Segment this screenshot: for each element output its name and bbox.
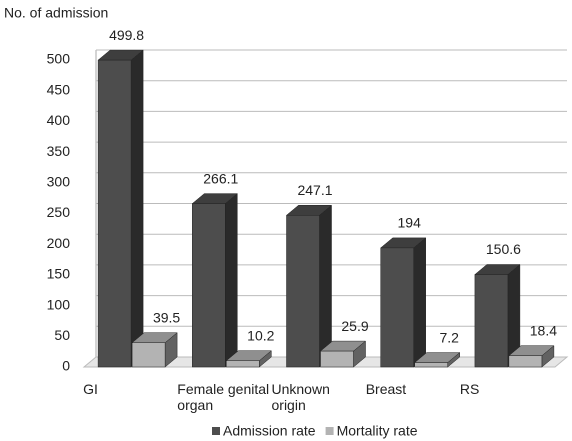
value-label: 10.2 <box>247 327 274 343</box>
value-label: 7.2 <box>439 329 459 345</box>
bar <box>380 247 414 368</box>
value-label: 39.5 <box>153 309 180 325</box>
bar <box>192 203 226 368</box>
y-tick-label: 0 <box>62 358 70 374</box>
y-tick-label: 350 <box>47 143 71 159</box>
bar-side <box>130 49 144 368</box>
legend-swatch <box>212 427 220 435</box>
x-tick-label: Female genital organ <box>177 381 270 413</box>
y-axis-label: No. of admission <box>4 5 108 21</box>
y-tick-label: 50 <box>54 327 70 343</box>
y-tick-label: 300 <box>47 174 71 190</box>
legend-label: Mortality rate <box>337 423 418 439</box>
legend-swatch <box>325 427 334 435</box>
value-label: 266.1 <box>203 170 238 186</box>
bar <box>97 59 132 368</box>
y-tick-label: 250 <box>47 204 71 220</box>
y-tick-label: 400 <box>47 112 71 128</box>
bar <box>320 350 354 368</box>
value-label: 194 <box>398 215 422 231</box>
y-tick-label: 150 <box>47 266 71 282</box>
bar <box>286 215 320 368</box>
y-tick-label: 500 <box>47 51 71 67</box>
bar <box>414 362 448 368</box>
x-tick-label: RS <box>459 381 480 397</box>
value-label: 150.6 <box>486 241 521 257</box>
legend-label: Admission rate <box>223 423 316 439</box>
bar-side <box>319 204 332 368</box>
y-tick-label: 100 <box>47 296 71 312</box>
value-label: 499.8 <box>109 27 144 43</box>
x-tick-label: Unknown origin <box>271 381 330 413</box>
value-label: 247.1 <box>297 182 332 198</box>
bar <box>508 355 543 368</box>
value-label: 18.4 <box>530 322 557 338</box>
bar-side <box>413 237 426 368</box>
bar <box>131 342 166 368</box>
bar <box>226 360 260 368</box>
value-label: 25.9 <box>341 318 368 334</box>
bar-side <box>225 193 238 368</box>
y-tick-label: 450 <box>47 81 71 97</box>
x-tick-label: GI <box>83 381 98 397</box>
bar <box>474 274 509 368</box>
x-tick-label: Breast <box>365 381 407 397</box>
y-tick-label: 200 <box>47 235 71 251</box>
